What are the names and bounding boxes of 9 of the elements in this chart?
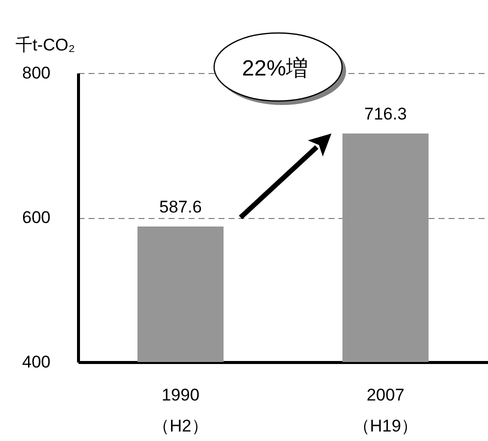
y-tick-label: 400 (22, 352, 50, 372)
annotation: 22%増 (242, 56, 308, 80)
data-label: 587.6 (159, 197, 202, 216)
y-axis-title: 千t-CO₂ (16, 36, 75, 54)
y-tick-label: 800 (22, 64, 50, 82)
data-label: 716.3 (364, 104, 407, 124)
x-tick-label: 1990 （H2） (152, 386, 208, 436)
y-tick-label: 600 (22, 208, 50, 227)
x-tick-label: 2007 （H19） (352, 386, 418, 436)
